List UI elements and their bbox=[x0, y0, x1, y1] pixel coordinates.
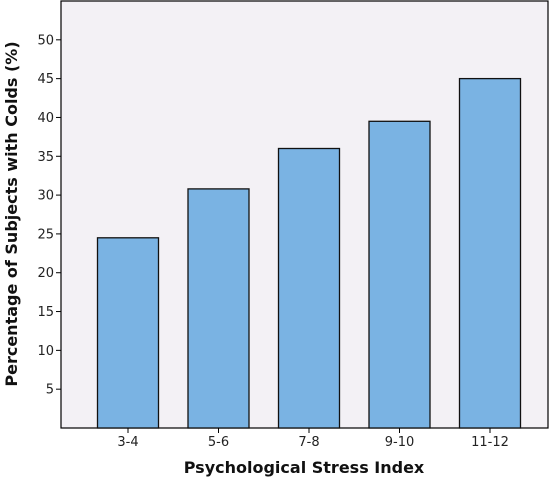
y-axis-title: Percentage of Subjects with Colds (%) bbox=[2, 41, 21, 386]
bar-9-10 bbox=[368, 120, 431, 429]
y-tick-label: 10 bbox=[37, 344, 54, 359]
bar-5-6 bbox=[187, 188, 250, 429]
y-tick-label: 40 bbox=[37, 111, 54, 126]
x-tick-label: 9-10 bbox=[385, 435, 415, 450]
y-tick-label: 15 bbox=[37, 305, 54, 320]
x-tick-label: 11-12 bbox=[471, 435, 509, 450]
x-tick-label: 5-6 bbox=[208, 435, 229, 450]
x-tick-label: 7-8 bbox=[298, 435, 319, 450]
x-axis-ticks: 3-4 5-6 7-8 9-10 11-12 bbox=[117, 428, 509, 450]
bar-7-8 bbox=[277, 147, 341, 429]
y-tick-label: 5 bbox=[46, 383, 54, 398]
y-tick-label: 25 bbox=[37, 227, 54, 242]
bars-group bbox=[96, 77, 522, 429]
bar-3-4 bbox=[96, 237, 160, 429]
y-tick-label: 45 bbox=[37, 72, 54, 87]
y-tick-label: 30 bbox=[37, 189, 54, 204]
x-tick-label: 3-4 bbox=[117, 435, 138, 450]
bar-11-12 bbox=[458, 77, 522, 429]
y-tick-label: 50 bbox=[37, 33, 54, 48]
y-axis-ticks: 5 10 15 20 25 30 35 40 45 50 bbox=[37, 33, 61, 398]
y-tick-label: 20 bbox=[37, 266, 54, 281]
y-tick-label: 35 bbox=[37, 150, 54, 165]
x-axis-title: Psychological Stress Index bbox=[184, 458, 425, 477]
